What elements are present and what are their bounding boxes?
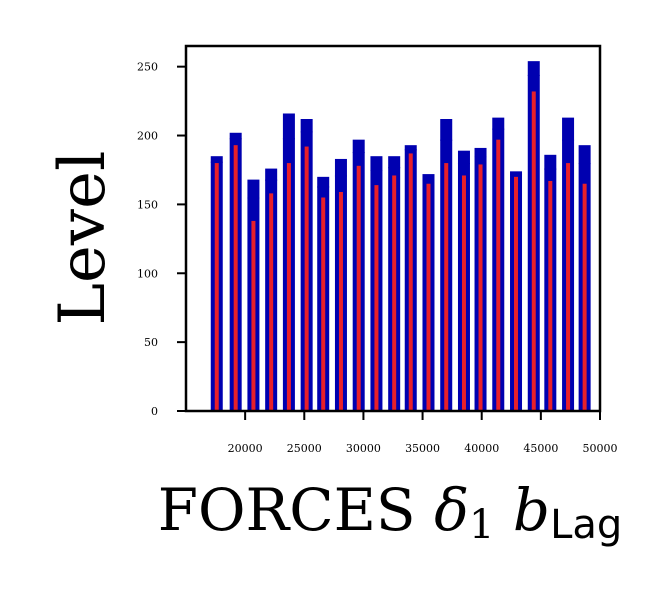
error-bar — [334, 158, 347, 177]
error-bar — [492, 117, 505, 130]
bar-series-2 — [408, 153, 413, 411]
bar-series-2 — [233, 145, 238, 412]
bar-series-2 — [461, 175, 466, 411]
bar-series-2 — [426, 183, 431, 411]
error-bar — [440, 119, 453, 141]
error-bar — [317, 176, 330, 188]
bar-series-2 — [338, 192, 343, 411]
x-axis: 20000 25000 30000 35000 40000 45000 50000 — [228, 411, 618, 455]
bar-series-2 — [566, 163, 571, 411]
x-axis-title-main: FORCES — [158, 476, 434, 544]
x-tick-label: 25000 — [287, 442, 322, 455]
x-tick-label: 30000 — [346, 442, 381, 455]
error-bar — [282, 113, 295, 140]
error-bar — [474, 147, 487, 158]
plot-frame — [184, 44, 602, 413]
y-tick-label: 150 — [137, 198, 158, 211]
y-tick-label: 250 — [137, 61, 158, 74]
x-axis-title-symbol: δ — [434, 476, 469, 544]
error-bar — [210, 156, 223, 163]
bar-series-2 — [356, 165, 361, 411]
error-bar — [370, 156, 383, 171]
x-tick-label: 35000 — [405, 442, 440, 455]
x-axis-title: FORCES δ1 bLag — [158, 476, 623, 548]
x-axis-title-b: b — [494, 476, 550, 544]
bar-series-2 — [214, 163, 219, 411]
x-tick-label: 40000 — [464, 442, 499, 455]
y-axis-title: Level — [46, 151, 120, 326]
bar-series-2 — [392, 175, 397, 411]
error-bar — [300, 119, 313, 133]
y-tick-label: 100 — [137, 267, 158, 280]
y-axis: 0 50 100 150 200 250 — [137, 61, 186, 418]
error-bar — [352, 139, 365, 154]
error-bar — [229, 132, 242, 140]
bar-series-2 — [582, 183, 587, 411]
error-bar — [527, 61, 540, 76]
x-axis-title-sub1: 1 — [469, 502, 494, 548]
bar-series-2 — [374, 185, 379, 411]
error-bar — [510, 171, 523, 176]
error-bar — [544, 154, 557, 170]
bar-series-2 — [304, 146, 309, 411]
x-tick-label: 50000 — [583, 442, 618, 455]
bar-series-2 — [496, 139, 501, 411]
error-bar — [457, 150, 470, 165]
error-bar — [578, 145, 591, 165]
error-bar — [422, 174, 435, 181]
bar-series-2 — [478, 164, 483, 411]
bar-series-2 — [444, 163, 449, 411]
bar-series-2 — [514, 176, 519, 411]
error-bar — [404, 145, 417, 151]
y-tick-label: 50 — [144, 336, 158, 349]
x-tick-label: 45000 — [523, 442, 558, 455]
bar-series-2 — [548, 180, 553, 411]
x-axis-title-sub2: Lag — [550, 502, 622, 548]
bar-series-2 — [251, 220, 256, 411]
y-tick-label: 200 — [137, 130, 158, 143]
error-bar — [388, 156, 401, 169]
error-bar — [265, 168, 278, 181]
error-bar — [247, 179, 260, 199]
y-tick-label: 0 — [151, 405, 158, 418]
x-tick-label: 20000 — [228, 442, 263, 455]
bar-series-2 — [269, 193, 274, 411]
error-bar — [562, 117, 575, 141]
bar-series-2 — [321, 197, 326, 411]
chart-marks — [210, 61, 591, 412]
bar-series-2 — [531, 91, 536, 412]
bar-series-2 — [286, 163, 291, 411]
